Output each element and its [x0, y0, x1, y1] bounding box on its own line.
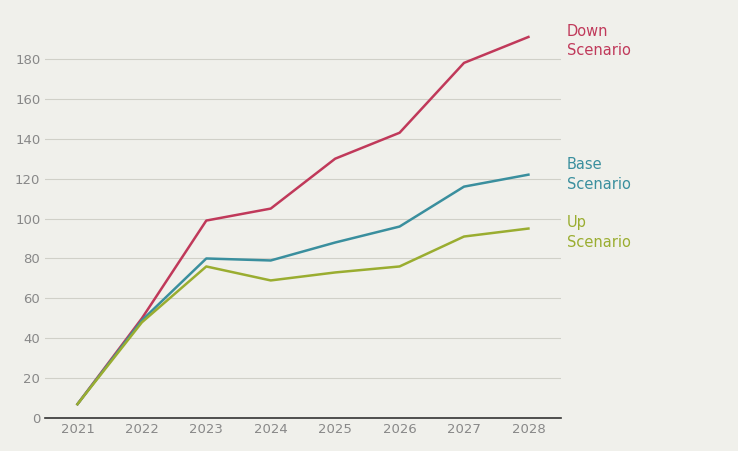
- Text: Up
Scenario: Up Scenario: [567, 215, 631, 250]
- Text: Base
Scenario: Base Scenario: [567, 157, 631, 192]
- Text: Down
Scenario: Down Scenario: [567, 23, 631, 58]
